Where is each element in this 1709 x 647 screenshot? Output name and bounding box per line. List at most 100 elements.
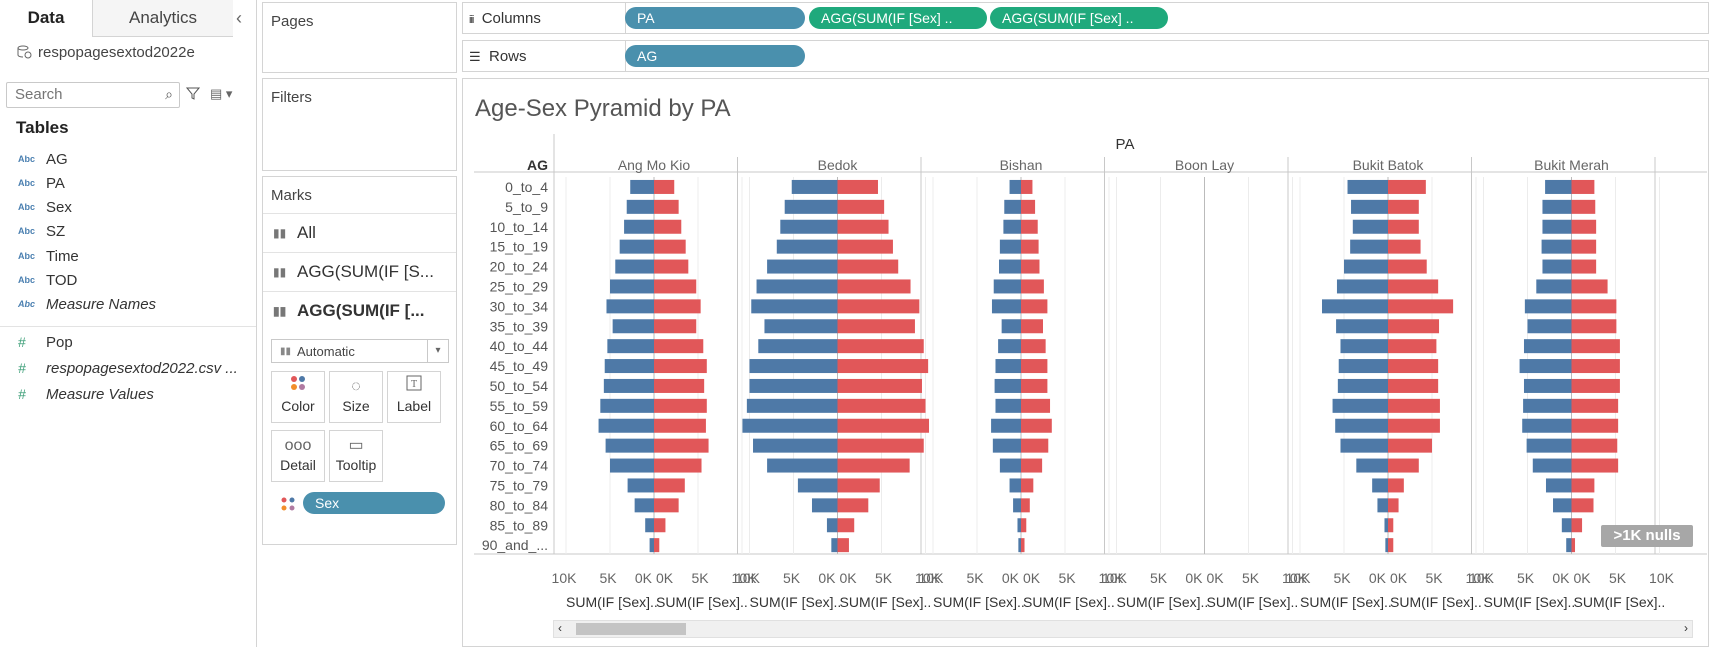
female-bar	[1021, 179, 1033, 194]
field-measure-values[interactable]: # Measure Values	[18, 385, 154, 403]
marks-tab-measure-1[interactable]: ▮▮ AGG(SUM(IF [S...	[263, 252, 456, 291]
search-box[interactable]: ⌕	[6, 82, 180, 108]
tick-label: 5K	[1517, 570, 1535, 586]
male-bar	[991, 299, 1021, 314]
columns-label: iii Columns	[469, 10, 541, 27]
measure-column-pill-1[interactable]: AGG(SUM(IF [Sex] ..	[809, 7, 987, 29]
male-bar	[645, 518, 654, 533]
color-dots-icon	[281, 497, 295, 511]
female-bar	[1388, 378, 1439, 393]
field-pop[interactable]: # Pop	[18, 333, 73, 351]
female-bar	[1571, 518, 1583, 533]
male-bar	[634, 498, 654, 513]
female-bar	[654, 319, 697, 334]
pa-column-pill[interactable]: PA	[625, 7, 805, 29]
svg-text:T: T	[411, 379, 417, 390]
scroll-left-icon[interactable]: ‹	[558, 621, 562, 635]
color-button[interactable]: Color	[271, 371, 325, 423]
category-label: 20_to_24	[490, 259, 549, 275]
ag-row-pill[interactable]: AG	[625, 45, 805, 67]
male-bar	[1018, 538, 1021, 553]
female-bar	[1571, 398, 1619, 413]
female-bar	[1571, 418, 1619, 433]
tick-label: 10K	[735, 570, 761, 586]
datasource-row[interactable]: respopagesextod2022e	[16, 42, 195, 62]
marks-tab-all[interactable]: ▮▮ All	[263, 213, 456, 252]
male-bar	[1004, 199, 1021, 214]
detail-button[interactable]: ooo Detail	[271, 430, 325, 482]
search-input[interactable]	[13, 85, 157, 104]
female-bar	[837, 538, 849, 553]
male-bar	[797, 478, 838, 493]
tick-label: 5K	[966, 570, 984, 586]
male-bar	[995, 398, 1021, 413]
filters-card[interactable]: Filters	[262, 78, 457, 171]
female-bar	[654, 219, 682, 234]
category-label: 75_to_79	[490, 478, 549, 494]
category-label: 5_to_9	[505, 199, 548, 215]
male-bar	[1384, 518, 1388, 533]
tab-analytics[interactable]: Analytics	[92, 0, 233, 37]
male-bar	[776, 239, 838, 254]
male-bar	[1351, 199, 1388, 214]
pages-card[interactable]: Pages	[262, 2, 457, 73]
axis-title: SUM(IF [Sex]..	[1207, 594, 1299, 610]
tick-label: 0K	[656, 570, 674, 586]
view-options-icon[interactable]: ▤ ▾	[210, 86, 233, 101]
tick-label: 0K	[1552, 570, 1570, 586]
string-type-icon: Abc	[18, 275, 36, 285]
scroll-thumb[interactable]	[576, 623, 686, 635]
field-time[interactable]: Abc Time	[18, 247, 79, 265]
male-bar	[1545, 478, 1572, 493]
male-bar	[1545, 179, 1572, 194]
label-button[interactable]: T Label	[387, 371, 441, 423]
mark-type-select[interactable]: ▮▮ Automatic ▾	[271, 339, 449, 363]
horizontal-scrollbar[interactable]: ‹ ›	[553, 620, 1693, 638]
male-bar	[811, 498, 838, 513]
tick-label: 0K	[1185, 570, 1203, 586]
filter-icon[interactable]	[186, 86, 200, 100]
female-bar	[654, 279, 697, 294]
chevron-down-icon[interactable]: ▾	[427, 340, 448, 362]
axis-title: SUM(IF [Sex]..	[1117, 594, 1209, 610]
field-sex[interactable]: Abc Sex	[18, 198, 72, 216]
field-sz[interactable]: Abc SZ	[18, 222, 66, 240]
rows-icon: ☰	[469, 49, 481, 64]
female-bar	[1571, 319, 1617, 334]
field-record-count[interactable]: # respopagesextod2022.csv ...	[18, 359, 238, 377]
datasource-icon	[17, 45, 32, 59]
male-bar	[627, 478, 654, 493]
male-bar	[1009, 179, 1021, 194]
male-bar	[630, 179, 654, 194]
collapse-pane-icon[interactable]: ‹	[236, 8, 242, 28]
sex-color-pill[interactable]: Sex	[303, 492, 445, 514]
female-bar	[1021, 418, 1052, 433]
female-bar	[837, 239, 893, 254]
female-bar	[837, 279, 911, 294]
female-bar	[1571, 478, 1595, 493]
field-ag[interactable]: Abc AG	[18, 150, 68, 168]
male-bar	[1532, 458, 1572, 473]
columns-shelf[interactable]: iii Columns PA AGG(SUM(IF [Sex] .. AGG(S…	[462, 2, 1709, 34]
marks-tab-measure-2[interactable]: ▮▮ AGG(SUM(IF [...	[263, 291, 456, 330]
measure-column-pill-2[interactable]: AGG(SUM(IF [Sex] ..	[990, 7, 1168, 29]
scroll-right-icon[interactable]: ›	[1684, 621, 1688, 635]
field-pa[interactable]: Abc PA	[18, 174, 65, 192]
male-bar	[649, 538, 654, 553]
field-measure-names[interactable]: Abc Measure Names	[18, 295, 157, 313]
category-label: 60_to_64	[490, 418, 549, 434]
nulls-badge[interactable]: >1K nulls	[1601, 525, 1693, 547]
tick-label: 5K	[1425, 570, 1443, 586]
search-icon[interactable]: ⌕	[165, 86, 173, 102]
female-bar	[1388, 518, 1394, 533]
male-bar	[1356, 458, 1388, 473]
tooltip-button[interactable]: ▭ Tooltip	[329, 430, 383, 482]
field-tod[interactable]: Abc TOD	[18, 271, 78, 289]
tab-data[interactable]: Data	[0, 0, 92, 38]
female-bar	[837, 319, 915, 334]
rows-shelf[interactable]: ☰ Rows AG	[462, 40, 1709, 72]
female-bar	[1021, 359, 1048, 374]
size-button[interactable]: ◌ Size	[329, 371, 383, 423]
male-bar	[1542, 199, 1572, 214]
female-bar	[1571, 339, 1620, 354]
